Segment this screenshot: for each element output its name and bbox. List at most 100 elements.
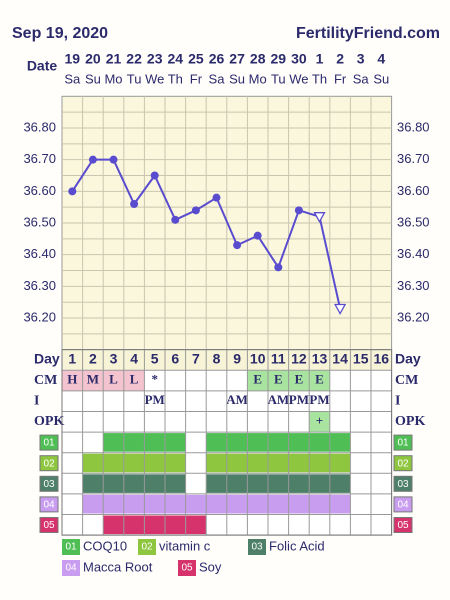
supplement-cell: [185, 494, 207, 514]
supplement-code-right-box: [393, 434, 413, 451]
weekday-label: Su: [373, 71, 389, 86]
y-tick-label-right: 36.60: [397, 183, 430, 198]
supplement-cell: [268, 453, 289, 473]
weekday-label: Su: [85, 71, 101, 86]
supplement-cell: [226, 453, 248, 473]
row-label: Day: [34, 351, 60, 367]
date-label: 2: [336, 51, 344, 67]
supplement-cell: [165, 515, 186, 535]
weekday-label: Tu: [127, 71, 142, 86]
y-tick-label-right: 36.80: [397, 119, 430, 134]
cell-text: L: [109, 372, 118, 387]
legend-code: 02: [141, 542, 153, 553]
legend-box: [62, 560, 80, 576]
supplement-code-right-box: [393, 517, 413, 533]
day-number: 15: [353, 351, 369, 367]
supplement-cell: [123, 515, 145, 535]
supplement-cell: [165, 494, 186, 514]
date-label: 28: [250, 51, 266, 67]
supplement-code: 05: [43, 520, 55, 531]
legend-box: [138, 539, 156, 555]
supplement-code-box: [39, 475, 59, 492]
day-number: 13: [312, 351, 328, 367]
legend-box: [178, 560, 196, 576]
date-label: 1: [316, 51, 324, 67]
cell-highlight: [103, 370, 124, 391]
temperature-point: [294, 206, 303, 215]
y-tick-label: 36.40: [23, 246, 56, 261]
cell-text: +: [316, 413, 323, 428]
supplement-cell: [144, 433, 165, 452]
cell-highlight: [82, 370, 104, 391]
supplement-cell: [206, 474, 227, 493]
row-label: OPK: [34, 414, 64, 429]
row-label: I: [34, 393, 39, 408]
y-tick-label: 36.60: [23, 183, 56, 198]
cell-text: AM: [226, 392, 248, 407]
legend-label: Soy: [199, 559, 222, 574]
supplement-cell: [288, 433, 310, 452]
date-label: 30: [291, 51, 307, 67]
cell-text: PM: [289, 392, 309, 407]
temperature-point: [212, 193, 221, 202]
supplement-cell: [103, 453, 124, 473]
supplement-cell: [226, 494, 248, 514]
supplement-cell: [226, 433, 248, 452]
supplement-cell: [103, 494, 124, 514]
y-tick-label: 36.50: [23, 214, 56, 229]
legend-code: 03: [251, 542, 263, 553]
temperature-point: [313, 212, 326, 224]
date-label: 23: [147, 51, 163, 67]
supplement-cell: [103, 515, 124, 535]
weekday-label: Fr: [334, 71, 347, 86]
table-frame: [61, 349, 393, 536]
supplement-code-right-box: [393, 475, 413, 492]
supplement-cell: [268, 474, 289, 493]
supplement-code: 03: [43, 479, 55, 490]
day-number: 7: [192, 351, 200, 367]
y-tick-label-right: 36.70: [397, 151, 430, 166]
supplement-cell: [144, 494, 165, 514]
date-label: 25: [188, 51, 204, 67]
legend-label: Macca Root: [83, 559, 153, 574]
y-tick-label-right: 36.30: [397, 278, 430, 293]
cell-highlight: [309, 370, 330, 391]
y-tick-label-right: 36.50: [397, 214, 430, 229]
supplement-cell: [309, 453, 330, 473]
temperature-point: [88, 155, 97, 164]
cell-text: PM: [309, 392, 329, 407]
cell-highlight: [62, 370, 83, 391]
day-number: 5: [151, 351, 159, 367]
supplement-cell: [165, 453, 186, 473]
date-label: 21: [106, 51, 122, 67]
date-label: 26: [209, 51, 225, 67]
supplement-cell: [247, 494, 268, 514]
y-tick-label: 36.20: [23, 309, 56, 324]
supplement-code: 02: [43, 458, 55, 469]
supplement-cell: [165, 474, 186, 493]
date-label: 27: [229, 51, 245, 67]
supplement-code: 01: [43, 438, 55, 449]
legend-code: 05: [181, 563, 193, 574]
supplement-cell: [103, 474, 124, 493]
supplement-cell: [268, 494, 289, 514]
weekday-label: Mo: [104, 71, 122, 86]
row-label-right: I: [395, 393, 400, 408]
weekday-label: Mo: [249, 71, 267, 86]
supplement-code-right-box: [393, 496, 413, 513]
supplement-code-box: [39, 496, 59, 513]
y-tick-label: 36.70: [23, 151, 56, 166]
weekday-label: Fr: [190, 71, 203, 86]
date-label: Date: [27, 58, 58, 74]
legend-code: 01: [65, 542, 77, 553]
y-tick-label: 36.80: [23, 119, 56, 134]
cell-text: M: [87, 372, 99, 387]
supplement-cell: [329, 453, 351, 473]
date-label: 24: [168, 51, 184, 67]
day-number: 1: [68, 351, 76, 367]
supplement-code-right: 04: [397, 500, 409, 511]
temperature-line: [71, 158, 342, 309]
weekday-label: Tu: [271, 71, 286, 86]
supplement-code-right: 02: [397, 458, 409, 469]
